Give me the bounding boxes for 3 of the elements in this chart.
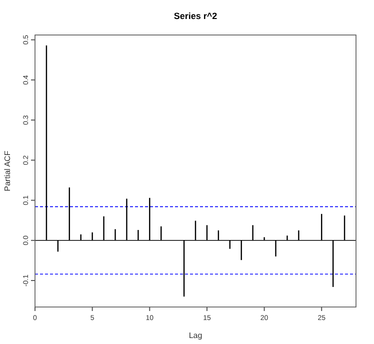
y-axis-title: Partial ACF [3, 150, 12, 192]
chart-title: Series r^2 [174, 11, 218, 21]
x-axis-title: Lag [188, 331, 202, 340]
